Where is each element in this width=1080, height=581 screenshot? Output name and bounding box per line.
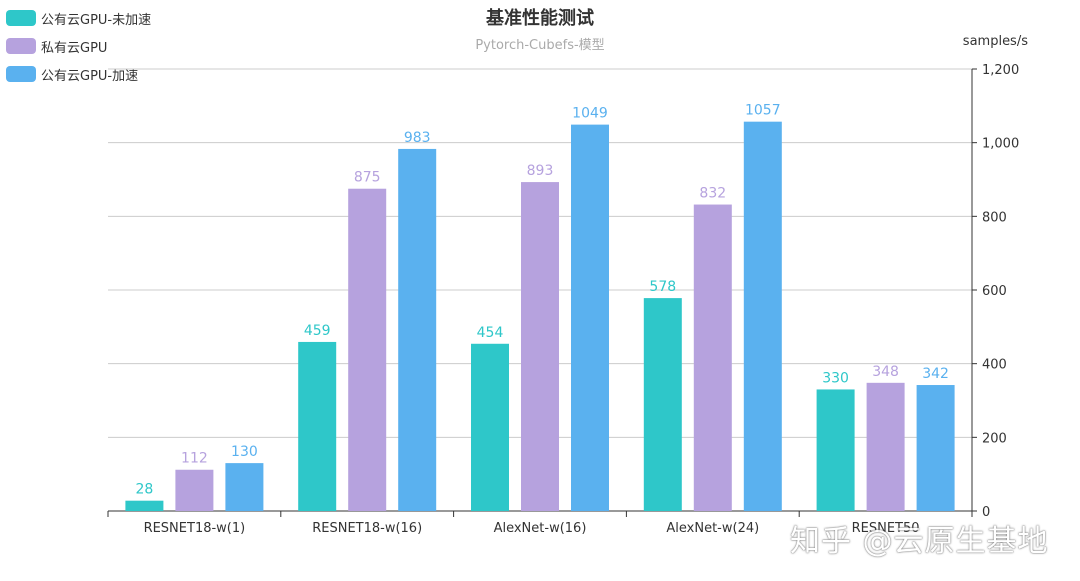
- bar: [398, 148, 437, 511]
- data-label: 875: [354, 170, 381, 186]
- chart-subtitle: Pytorch-Cubefs-模型: [475, 38, 605, 53]
- legend-item-private-gpu[interactable]: 私有云GPU: [6, 32, 151, 60]
- legend-label: 私有云GPU: [41, 40, 108, 56]
- y-tick-label: 1,200: [982, 63, 1019, 78]
- legend-swatch: [6, 66, 36, 82]
- data-label: 28: [135, 482, 153, 498]
- data-label: 112: [181, 451, 208, 467]
- y-tick-label: 800: [982, 210, 1007, 225]
- bar: [571, 124, 609, 511]
- y-tick-label: 1,000: [982, 137, 1019, 152]
- legend: 公有云GPU-未加速 私有云GPU 公有云GPU-加速: [6, 4, 151, 88]
- legend-swatch: [6, 38, 36, 54]
- bar: [816, 389, 855, 511]
- bar: [298, 341, 337, 511]
- y-tick-label: 600: [982, 284, 1007, 299]
- legend-label: 公有云GPU-加速: [41, 68, 139, 84]
- legend-item-public-gpu-accel[interactable]: 公有云GPU-加速: [6, 60, 151, 88]
- x-tick-label: RESNET50: [852, 521, 920, 536]
- y-tick-label: 200: [982, 431, 1007, 446]
- bar: [693, 204, 732, 511]
- chart-title: 基准性能测试: [486, 8, 594, 29]
- bar: [471, 343, 509, 511]
- legend-swatch: [6, 10, 36, 26]
- data-label: 454: [477, 325, 504, 341]
- legend-label: 公有云GPU-未加速: [41, 12, 152, 28]
- data-label: 1049: [572, 106, 608, 122]
- x-tick-label: AlexNet-w(16): [494, 521, 587, 536]
- data-label: 1057: [745, 103, 781, 119]
- bar: [225, 463, 264, 511]
- data-label: 578: [649, 279, 676, 295]
- x-tick-label: RESNET18-w(16): [312, 521, 422, 536]
- data-label: 342: [922, 366, 949, 382]
- data-label: 832: [699, 186, 726, 202]
- data-label: 983: [404, 130, 431, 146]
- bar: [916, 385, 955, 511]
- bar: [866, 382, 905, 511]
- legend-item-public-gpu[interactable]: 公有云GPU-未加速: [6, 4, 151, 32]
- bar: [643, 298, 682, 511]
- x-tick-label: AlexNet-w(24): [666, 521, 759, 536]
- bar: [125, 500, 164, 511]
- data-label: 130: [231, 444, 258, 460]
- y-tick-label: 0: [982, 505, 990, 520]
- y-tick-label: 400: [982, 358, 1007, 373]
- data-label: 348: [872, 364, 899, 380]
- y-axis-label: samples/s: [962, 34, 1028, 49]
- bar: [348, 188, 387, 512]
- x-tick-label: RESNET18-w(1): [144, 521, 246, 536]
- data-label: 330: [822, 370, 849, 386]
- bar: [743, 121, 782, 512]
- bar: [175, 469, 214, 511]
- watermark: 知乎 @云原生基地: [790, 524, 1049, 559]
- data-label: 459: [304, 323, 331, 339]
- bar: [521, 182, 559, 511]
- data-label: 893: [527, 163, 554, 179]
